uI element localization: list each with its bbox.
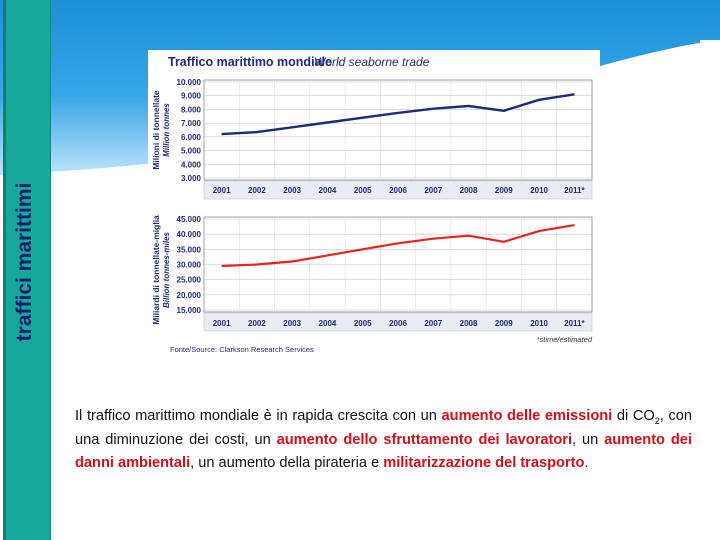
c2-y-tick-label: 15.000 (177, 306, 202, 315)
c2-x-tick-label: 2003 (283, 319, 301, 328)
text-part-4: , un (572, 431, 605, 448)
chart-subtitle: World seaborne trade (314, 55, 430, 69)
chart-1-grid (204, 81, 592, 179)
text-part-6: . (584, 455, 589, 471)
text-part-5: , un aumento della pirateria e (190, 455, 384, 471)
c1-y-tick-label: 7.000 (181, 119, 202, 128)
chart-1: 3.000 4.000 5.000 6.000 7.000 8.000 9.000 10.00… (151, 78, 593, 200)
c1-x-tick-label: 2010 (530, 186, 548, 195)
chart-1-x-ticks: 2001 2002 2003 2004 2005 2006 2007 2008 2009 2010… (213, 186, 586, 195)
text-part-3: , con una diminuzione dei costi, un (75, 408, 693, 448)
co2-subscript: 2 (654, 415, 660, 426)
c2-y-tick-label: 40.000 (177, 230, 202, 239)
c2-y-tick-label: 45.000 (177, 215, 202, 224)
c1-y-tick-label: 3.000 (181, 174, 202, 183)
c1-x-tick-label: 2005 (354, 186, 372, 195)
chart-note: *stime/estimated (537, 335, 593, 344)
c2-x-tick-label: 2005 (354, 319, 372, 328)
highlight-emissions: aumento delle emissioni (441, 408, 613, 424)
c1-x-tick-label: 2006 (389, 186, 407, 195)
text-part-1: Il traffico marittimo mondiale è in rapi… (75, 408, 442, 424)
chart-2-series-line (221, 224, 575, 268)
chart-1-ylabel-en: Million tonnes (162, 103, 171, 157)
c1-x-tick-label: 2004 (319, 186, 337, 195)
c1-x-tick-label: 2007 (424, 186, 442, 195)
c1-y-tick-label: 4.000 (181, 160, 202, 169)
chart-1-x-strip (203, 180, 593, 200)
sidebar-title-text: traffici marittimi (13, 182, 36, 342)
c1-x-tick-label: 2008 (460, 186, 478, 195)
chart-1-ylabel: Milioni di tonnellate (151, 90, 161, 170)
c2-x-tick-label: 2007 (424, 319, 442, 328)
chart-title: Traffico marittimo mondiale (168, 55, 332, 69)
c1-x-tick-label: 2011* (564, 186, 585, 195)
c2-y-tick-label: 25.000 (177, 276, 202, 285)
chart-2-y-ticks: 15.000 20.000 25.000 30.000 35.000 40.000 45.0… (177, 215, 202, 315)
c2-x-tick-label: 2006 (389, 319, 407, 328)
chart-source: Fonte/Source: Clarkson Research Services (170, 345, 314, 354)
chart-2-ylabel: Miliardi di tonnellate-miglia (151, 215, 161, 325)
c2-y-tick-label: 30.000 (177, 261, 202, 270)
c1-y-tick-label: 6.000 (181, 133, 202, 142)
chart-2: 15.000 20.000 25.000 30.000 35.000 40.000 45.0… (151, 215, 593, 354)
c2-x-tick-label: 2004 (319, 319, 337, 328)
c2-x-tick-label: 2009 (495, 319, 513, 328)
c1-y-tick-label: 9.000 (181, 92, 202, 101)
c1-y-tick-label: 8.000 (181, 105, 202, 114)
c1-y-tick-label: 10.000 (177, 78, 202, 87)
c1-x-tick-label: 2003 (283, 186, 301, 195)
highlight-workers: aumento dello sfruttamento dei lavorator… (276, 431, 572, 448)
c2-y-tick-label: 35.000 (177, 245, 202, 254)
highlight-militarization: militarizzazione del trasporto (383, 455, 585, 471)
chart-2-x-strip (203, 312, 593, 332)
c1-x-tick-label: 2002 (248, 186, 266, 195)
text-part-2: di CO (612, 408, 655, 424)
chart-1-series-line (221, 93, 575, 136)
chart-1-y-ticks: 3.000 4.000 5.000 6.000 7.000 8.000 9.000 10.00… (177, 78, 202, 183)
chart-1-plot-area (203, 79, 593, 181)
c1-x-tick-label: 2001 (213, 186, 231, 195)
c2-x-tick-label: 2002 (248, 319, 266, 328)
sidebar-bar (3, 0, 51, 540)
c2-x-tick-label: 2001 (213, 319, 231, 328)
chart-panel: Traffico marittimo mondiale World seabor… (148, 50, 600, 360)
c2-x-tick-label: 2010 (530, 319, 548, 328)
sidebar-title: traffici marittimi (3, 0, 47, 540)
c1-y-tick-label: 5.000 (181, 147, 202, 156)
c2-x-tick-label: 2011* (564, 319, 585, 328)
highlight-environment: aumento dei danni ambientali (75, 431, 692, 472)
c2-x-tick-label: 2008 (460, 319, 478, 328)
chart-2-ylabel-en: Billion tonnes-miles (162, 231, 171, 308)
chart-2-x-ticks: 2001 2002 2003 2004 2005 2006 2007 2008 2009 2010… (213, 319, 586, 328)
c1-x-tick-label: 2009 (495, 186, 513, 195)
c2-y-tick-label: 20.000 (177, 291, 202, 300)
charts-figure: Traffico marittimo mondiale World seabor… (151, 55, 593, 354)
body-paragraph: Il traffico marittimo mondiale è in rapi… (75, 405, 692, 476)
